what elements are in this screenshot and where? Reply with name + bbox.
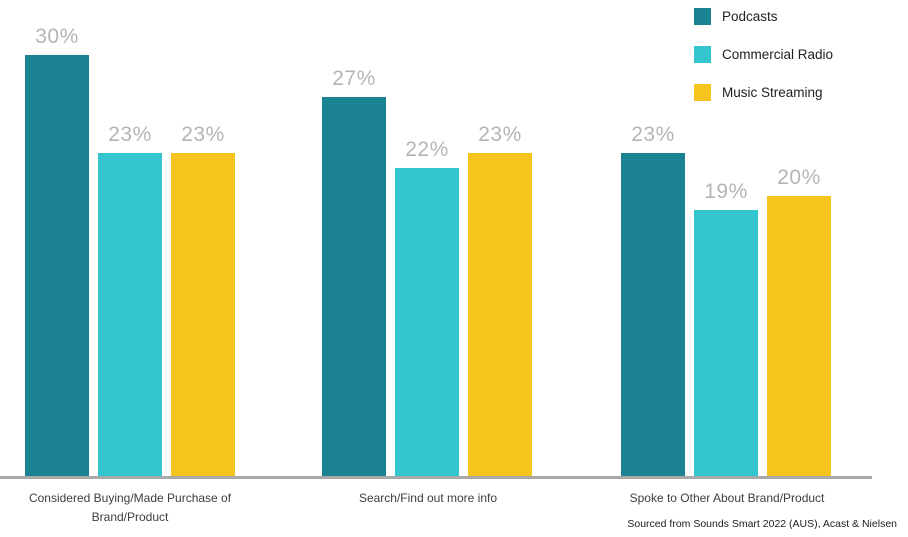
category-label-considered-buying: Considered Buying/Made Purchase of Brand… — [28, 491, 232, 524]
bar-commercial-radio: 19% — [694, 180, 758, 477]
bar-group-0: 30% 23% 23% — [25, 25, 235, 477]
bar-value-label: 23% — [108, 123, 152, 146]
legend-swatch-music-streaming — [694, 84, 711, 101]
source-note: Sourced from Sounds Smart 2022 (AUS), Ac… — [627, 518, 897, 530]
bar-value-label: 20% — [777, 166, 821, 189]
legend-item-commercial-radio: Commercial Radio — [694, 46, 833, 63]
bar-music-streaming: 20% — [767, 166, 831, 477]
bar-value-label: 27% — [332, 67, 376, 90]
bar-value-label: 30% — [35, 25, 79, 48]
x-axis-line — [0, 476, 872, 479]
category-label-search-find-out: Search/Find out more info — [358, 491, 498, 505]
legend-item-podcasts: Podcasts — [694, 8, 833, 25]
bar-value-label: 23% — [478, 123, 522, 146]
legend-swatch-podcasts — [694, 8, 711, 25]
legend-label: Podcasts — [722, 9, 778, 24]
bar-commercial-radio: 23% — [98, 123, 162, 477]
bar-value-label: 23% — [631, 123, 675, 146]
bar-podcasts: 23% — [621, 123, 685, 477]
legend-label: Music Streaming — [722, 85, 823, 100]
bar-value-label: 19% — [704, 180, 748, 203]
bar-commercial-radio: 22% — [395, 138, 459, 477]
legend-item-music-streaming: Music Streaming — [694, 84, 833, 101]
category-label-spoke-to-other: Spoke to Other About Brand/Product — [629, 491, 825, 505]
bar-value-label: 22% — [405, 138, 449, 161]
bar-group-1: 27% 22% 23% — [322, 67, 532, 477]
bar-music-streaming: 23% — [171, 123, 235, 477]
chart-legend: Podcasts Commercial Radio Music Streamin… — [694, 8, 833, 122]
legend-swatch-commercial-radio — [694, 46, 711, 63]
legend-label: Commercial Radio — [722, 47, 834, 62]
bar-podcasts: 30% — [25, 25, 89, 477]
bar-value-label: 23% — [181, 123, 225, 146]
bar-music-streaming: 23% — [468, 123, 532, 477]
bar-podcasts: 27% — [322, 67, 386, 477]
plot-area: 30% 23% 23% 27% 22% 23% 23% 19% 20% — [0, 7, 872, 477]
bar-group-2: 23% 19% 20% — [621, 123, 831, 477]
